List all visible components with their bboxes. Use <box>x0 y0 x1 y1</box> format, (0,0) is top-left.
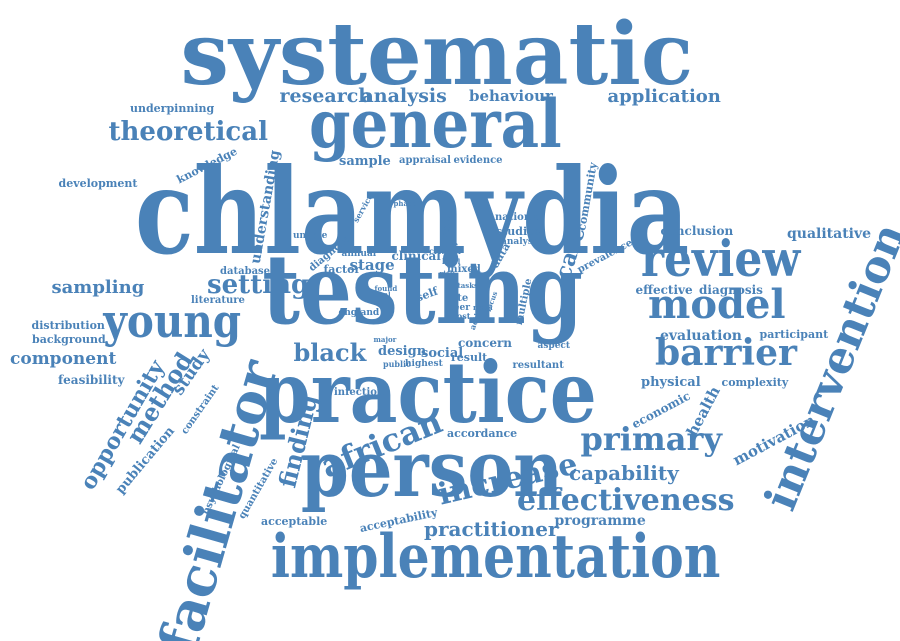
word-unable: unable <box>293 230 328 241</box>
word-clinical: clinical <box>391 249 441 263</box>
word-person: person <box>300 424 564 515</box>
word-result: result <box>451 350 488 364</box>
word-component: component <box>10 348 117 369</box>
word-acceptable: acceptable <box>261 514 328 528</box>
word-found: found <box>374 283 398 293</box>
word-setting: setting <box>207 270 310 300</box>
word-analysis: analysis <box>361 84 447 107</box>
word-practitioner: practitioner <box>424 517 559 541</box>
word-distribution: distribution <box>31 318 105 332</box>
word-use: use <box>444 239 458 249</box>
word-background: background <box>32 332 106 346</box>
word-rate: rate <box>445 293 469 304</box>
word-annual: annual <box>341 248 377 259</box>
word-literature: literature <box>191 295 245 306</box>
word-general: general <box>308 85 562 163</box>
word-underpinning: underpinning <box>130 101 215 115</box>
word-behaviour: behaviour <box>469 86 553 105</box>
word-tasks: tasks <box>457 280 479 290</box>
word-design: design <box>378 343 427 359</box>
word-development: development <box>58 176 138 190</box>
word-accordance: accordance <box>447 426 518 440</box>
word-meta: meta <box>473 302 493 312</box>
word-infection: infection <box>334 387 385 398</box>
word-level: level <box>442 256 461 266</box>
word-effectiveness: effectiveness <box>517 483 735 518</box>
word-chlamydia: chlamydia <box>134 142 690 281</box>
word-implementation: implementation <box>270 522 720 592</box>
word-sampling: sampling <box>51 277 145 298</box>
word-social: social <box>421 345 464 361</box>
word-complexity: complexity <box>721 375 789 389</box>
word-young: young <box>103 294 242 348</box>
word-analyse: analyse <box>501 236 539 247</box>
word-capability: capability <box>569 461 679 485</box>
word-concern: concern <box>458 336 513 350</box>
word-ideal: ideal <box>371 289 391 299</box>
word-critical: critical <box>429 246 461 256</box>
word-england: england <box>338 307 380 318</box>
word-major: major <box>373 334 397 344</box>
word-participant: participant <box>759 327 829 341</box>
word-primary: primary <box>580 420 722 458</box>
word-application: application <box>607 86 721 107</box>
word-factor: factor <box>323 262 361 276</box>
word-testing: testing <box>261 233 583 346</box>
word-aspect: aspect <box>537 340 571 351</box>
word-evidence: evidence <box>453 155 503 166</box>
word-appraisal: appraisal <box>399 155 451 166</box>
word-theoretical: theoretical <box>108 117 268 147</box>
word-black: black <box>293 338 367 367</box>
word-highest: highest <box>405 358 443 369</box>
word-feasibility: feasibility <box>58 373 125 387</box>
word-national: national <box>495 212 542 223</box>
word-diagnosis: diagnosis <box>699 283 763 297</box>
word-qualitative: qualitative <box>787 226 872 242</box>
word-sample: sample <box>339 153 391 169</box>
word-resultant: resultant <box>512 360 564 371</box>
word-research: research <box>279 84 373 107</box>
word-peer: peer <box>447 302 471 313</box>
word-barrier: barrier <box>655 332 797 374</box>
word-review: review <box>640 229 800 288</box>
word-database: database <box>220 266 271 277</box>
word-stage: stage <box>349 255 395 274</box>
word-phase: phase <box>393 198 417 208</box>
word-mixed: mixed <box>447 264 481 275</box>
word-cost: cost <box>452 311 471 321</box>
word-physical: physical <box>641 374 701 390</box>
word-programme: programme <box>554 513 646 529</box>
word-studies: studies <box>496 224 541 238</box>
word-public: public <box>383 359 411 369</box>
word-practice: practice <box>259 343 597 442</box>
word-model: model <box>648 281 786 328</box>
word-conclusion: conclusion <box>660 224 734 238</box>
word-effective: effective <box>635 283 693 297</box>
word-systematic: systematic <box>180 4 694 105</box>
word-risk: risk <box>439 268 455 278</box>
word-evaluation: evaluation <box>660 328 742 344</box>
